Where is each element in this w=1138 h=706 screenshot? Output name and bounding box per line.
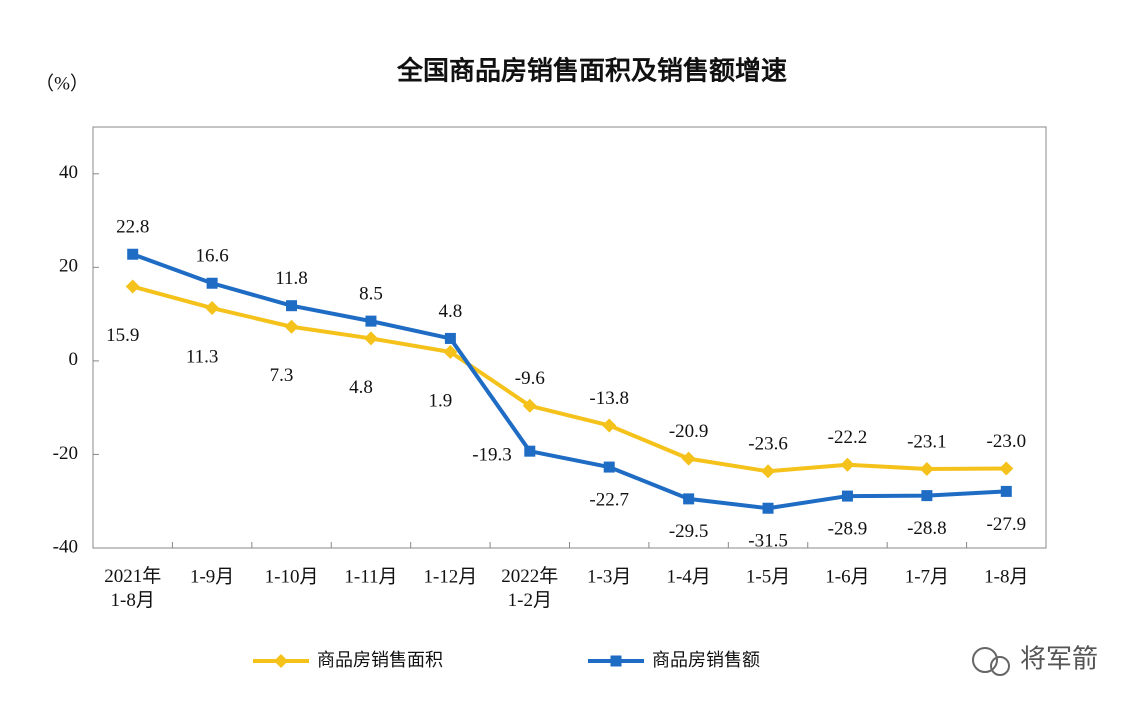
watermark: 将军箭 [1020,645,1098,675]
data-label: 4.8 [439,301,463,322]
marker [365,315,377,327]
data-label: 16.6 [196,246,229,267]
marker [999,461,1014,476]
plot-frame [92,126,1047,549]
marker [524,445,536,457]
y-tick-label: -20 [53,443,78,464]
marker [921,490,933,502]
y-tick-label: 40 [59,162,78,183]
legend-label: 商品房销售额 [652,650,760,671]
marker [363,331,378,346]
marker [206,277,218,289]
y-tick-label: 20 [59,256,78,277]
data-label: 1.9 [429,390,453,411]
x-tick-label: 2021年 1-8月 [104,565,161,611]
marker [286,300,298,312]
data-label: 8.5 [359,283,383,304]
marker [127,248,139,260]
data-label: -23.6 [748,434,788,455]
series-line [132,284,1007,474]
marker [125,279,140,294]
x-tick-label: 1-3月 [587,566,631,587]
marker [522,398,537,413]
marker [603,461,615,473]
data-label: -31.5 [748,531,788,552]
x-tick-label: 1-8月 [984,566,1028,587]
legend-label: 商品房销售面积 [317,650,443,671]
data-label: -28.9 [828,518,868,539]
data-label: -28.8 [907,518,947,539]
data-label: -9.6 [515,368,545,389]
data-label: -20.9 [669,421,709,442]
series-line [132,252,1007,511]
marker [683,493,695,505]
chart-title: 全国商品房销售面积及销售额增速 [396,56,787,87]
marker [205,301,220,316]
data-label: -19.3 [472,445,512,466]
marker [681,451,696,466]
data-label: -23.1 [907,431,947,452]
data-label: 7.3 [270,365,294,386]
data-label: 15.9 [106,325,139,346]
x-tick-label: 1-4月 [666,566,710,587]
data-label: 22.8 [116,217,149,238]
marker [610,655,622,667]
marker [761,464,776,479]
y-tick-label: 0 [69,349,79,370]
x-tick-label: 1-7月 [905,566,949,587]
marker [762,502,774,514]
data-label: -23.0 [987,431,1027,452]
x-tick-label: 1-10月 [265,566,319,587]
data-label: -27.9 [987,514,1027,535]
marker [840,457,855,472]
data-label: 11.3 [186,346,219,367]
data-label: 11.8 [275,268,308,289]
x-tick-label: 1-9月 [190,566,234,587]
x-tick-label: 2022年 1-2月 [501,565,558,611]
marker [444,332,456,344]
marker [443,345,458,360]
data-label: -29.5 [669,521,709,542]
x-tick-label: 1-11月 [344,566,397,587]
marker [274,654,288,668]
data-label: -22.2 [828,427,868,448]
x-tick-label: 1-6月 [825,566,869,587]
y-axis-label: （%） [35,72,89,94]
marker [284,319,299,334]
data-label: 4.8 [349,377,373,398]
data-label: -13.8 [589,388,629,409]
marker [841,490,853,502]
marker [919,461,934,476]
data-label: -22.7 [589,489,629,510]
watermark-icon [972,647,1010,676]
marker [602,418,617,433]
x-tick-label: 1-12月 [423,566,477,587]
x-tick-label: 1-5月 [746,566,790,587]
y-tick-label: -40 [53,536,78,557]
marker [1000,485,1012,497]
